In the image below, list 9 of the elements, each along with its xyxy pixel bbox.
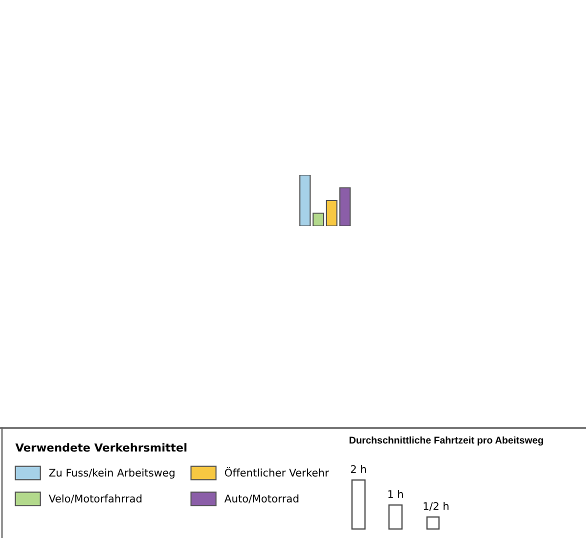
text: 1/2 h bbox=[424, 502, 448, 511]
legend-label: Öffentlicher Verkehr bbox=[224, 466, 330, 477]
text: Durchschnittliche Fahrtzeit pro Abeitsweg bbox=[350, 436, 543, 446]
legend-label: Auto/Motorrad bbox=[224, 494, 298, 504]
legend-title: Verwendete Verkehrsmittel bbox=[15, 443, 186, 452]
legend-label: Velo/Motorfahrrad bbox=[48, 494, 142, 504]
text: 2 h bbox=[350, 464, 366, 473]
legend-label: Zu Fuss/kein Arbeitsweg bbox=[49, 468, 174, 479]
text: 1 h bbox=[388, 490, 403, 498]
